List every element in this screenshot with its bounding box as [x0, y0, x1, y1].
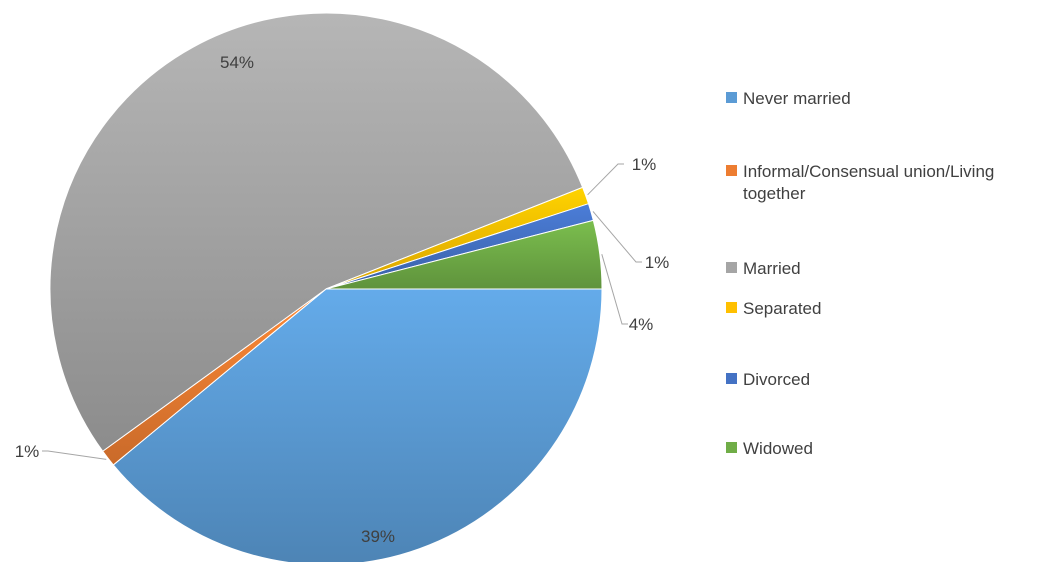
- data-labels: 39% 1% 54% 1% 1% 4%: [15, 53, 670, 546]
- leader-line: [587, 163, 624, 196]
- legend-swatch: [726, 442, 737, 453]
- legend-label: Separated: [743, 299, 822, 318]
- legend-item-divorced[interactable]: Divorced: [726, 369, 810, 391]
- leader-line: [592, 211, 642, 263]
- pie-slices: [49, 12, 603, 562]
- data-label: 54%: [220, 53, 254, 72]
- leader-line: [601, 254, 628, 325]
- leader-line: [42, 450, 107, 460]
- legend-swatch: [726, 262, 737, 273]
- leader-lines: [42, 163, 642, 460]
- legend-swatch: [726, 302, 737, 313]
- legend-swatch: [726, 165, 737, 176]
- legend-label: Widowed: [743, 439, 813, 458]
- data-label: 39%: [361, 527, 395, 546]
- legend-label: Informal/Consensual union/Living togethe…: [743, 162, 995, 203]
- legend-swatch: [726, 92, 737, 103]
- data-label: 1%: [632, 155, 657, 174]
- pie-slice-never-married[interactable]: [112, 288, 603, 562]
- pie-slice-widowed[interactable]: [325, 219, 603, 290]
- legend-label: Never married: [743, 89, 851, 108]
- pie-slice-married[interactable]: [49, 12, 584, 452]
- legend-item-widowed[interactable]: Widowed: [726, 438, 813, 460]
- data-label: 1%: [645, 253, 670, 272]
- legend-label: Divorced: [743, 370, 811, 389]
- data-label: 1%: [15, 442, 40, 461]
- legend-item-separated[interactable]: Separated: [726, 298, 821, 320]
- legend-label: Married: [743, 259, 801, 278]
- legend-item-never-married[interactable]: Never married: [726, 88, 851, 110]
- legend-item-informal-union[interactable]: Informal/Consensual union/Living togethe…: [726, 161, 1043, 205]
- legend-item-married[interactable]: Married: [726, 258, 801, 280]
- legend-swatch: [726, 373, 737, 384]
- data-label: 4%: [629, 315, 654, 334]
